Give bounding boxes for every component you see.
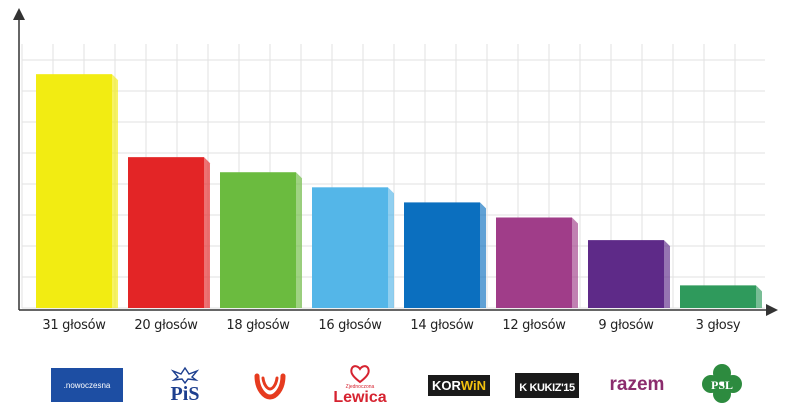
value-label: 12 głosów xyxy=(502,318,566,333)
bar-side-pis xyxy=(204,157,210,308)
logo-lewica-top-text: Zjednoczona xyxy=(345,384,375,390)
logo-kukiz: K KUKIZ'15 xyxy=(510,362,584,408)
bar-side-psl xyxy=(756,285,762,308)
logo-lewica-text: Lewica xyxy=(333,389,387,406)
logo-pis: PiS xyxy=(155,362,215,408)
bar-side-nowoczesna xyxy=(112,74,118,309)
logo-razem-text: razem xyxy=(609,374,665,395)
logo-kukiz-text: K KUKIZ'15 xyxy=(519,381,575,394)
logo-razem: razem xyxy=(600,362,674,408)
logo-po xyxy=(245,362,295,408)
bar-nowoczesna xyxy=(36,74,112,309)
bar-psl xyxy=(680,285,756,308)
bar-kukiz-15 xyxy=(496,217,572,308)
bar-pis xyxy=(128,157,204,308)
bar-side-kukiz-15 xyxy=(572,217,578,308)
bar-side-zjednoczona-lewica xyxy=(388,187,394,308)
logo-korwin-text-a: KOR xyxy=(431,377,461,393)
value-label: 14 głosów xyxy=(410,318,474,333)
bar-side-korwin xyxy=(480,202,486,308)
logo-pis-text: PiS xyxy=(170,383,200,405)
value-label: 9 głosów xyxy=(598,318,654,333)
logo-korwin: KOR WiN xyxy=(418,362,500,408)
value-label: 31 głosów xyxy=(42,318,106,333)
value-label: 18 głosów xyxy=(226,318,290,333)
heart-icon xyxy=(350,365,370,384)
bar-korwin xyxy=(404,202,480,308)
value-label: 20 głosów xyxy=(134,318,198,333)
bars xyxy=(36,74,762,309)
logo-psl-text: PSL xyxy=(710,378,733,392)
bar-zjednoczona-lewica xyxy=(312,187,388,308)
logo-nowoczesna-text: .nowoczesna xyxy=(63,380,111,390)
value-label: 3 głosy xyxy=(695,318,741,333)
bar-side-po xyxy=(296,172,302,308)
logo-psl: PSL xyxy=(697,362,747,408)
logo-korwin-text-b: WiN xyxy=(460,377,487,393)
bar-po xyxy=(220,172,296,308)
bar-side-razem xyxy=(664,240,670,308)
logo-lewica: Zjednoczona Lewica xyxy=(330,362,390,408)
logo-nowoczesna: .nowoczesna xyxy=(50,362,124,408)
value-label: 16 głosów xyxy=(318,318,382,333)
bar-razem xyxy=(588,240,664,308)
po-heart-icon xyxy=(254,373,286,400)
eagle-icon xyxy=(170,366,200,384)
clover-icon: PSL xyxy=(700,364,744,406)
